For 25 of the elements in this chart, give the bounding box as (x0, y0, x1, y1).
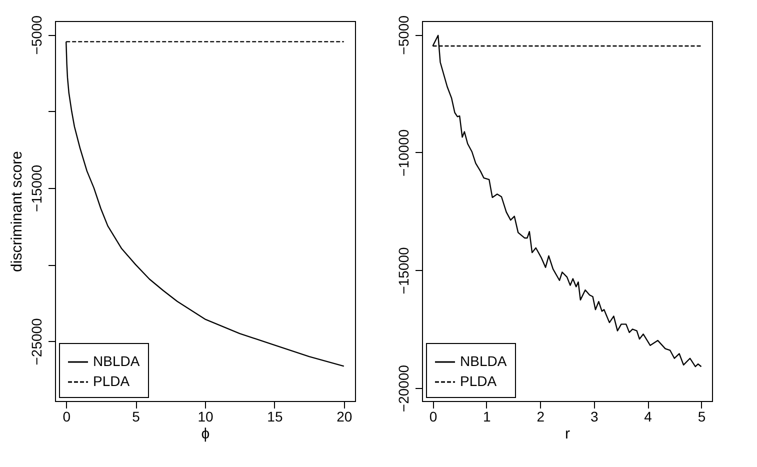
y-tick-label: −5000 (28, 15, 44, 55)
x-tick-label: 15 (267, 408, 283, 424)
y-tick-label: −5000 (396, 15, 412, 55)
x-tick-label: 0 (62, 408, 71, 424)
y-tick-label: −25000 (28, 318, 44, 366)
legend-label: NBLDA (93, 353, 140, 369)
y-tick-label: −10000 (396, 129, 412, 177)
legend-label: NBLDA (460, 353, 508, 369)
x-axis-title: r (565, 426, 570, 442)
x-tick-label: 5 (132, 408, 140, 424)
x-tick-label: 5 (698, 408, 706, 424)
y-tick-label: −20000 (396, 364, 412, 412)
legend-label: PLDA (93, 373, 130, 389)
x-tick-label: 3 (590, 408, 598, 424)
x-tick-label: 4 (644, 408, 652, 424)
x-tick-label: 1 (483, 408, 492, 424)
y-tick-label: −15000 (28, 164, 44, 212)
x-tick-label: 20 (336, 408, 352, 424)
x-tick-label: 2 (536, 408, 545, 424)
y-axis-title: discriminant score (8, 151, 26, 272)
x-axis-title: ϕ (201, 426, 210, 442)
x-tick-label: 0 (429, 408, 438, 424)
x-tick-label: 10 (198, 408, 214, 424)
legend-label: PLDA (460, 373, 498, 389)
y-tick-label: −15000 (396, 246, 412, 294)
